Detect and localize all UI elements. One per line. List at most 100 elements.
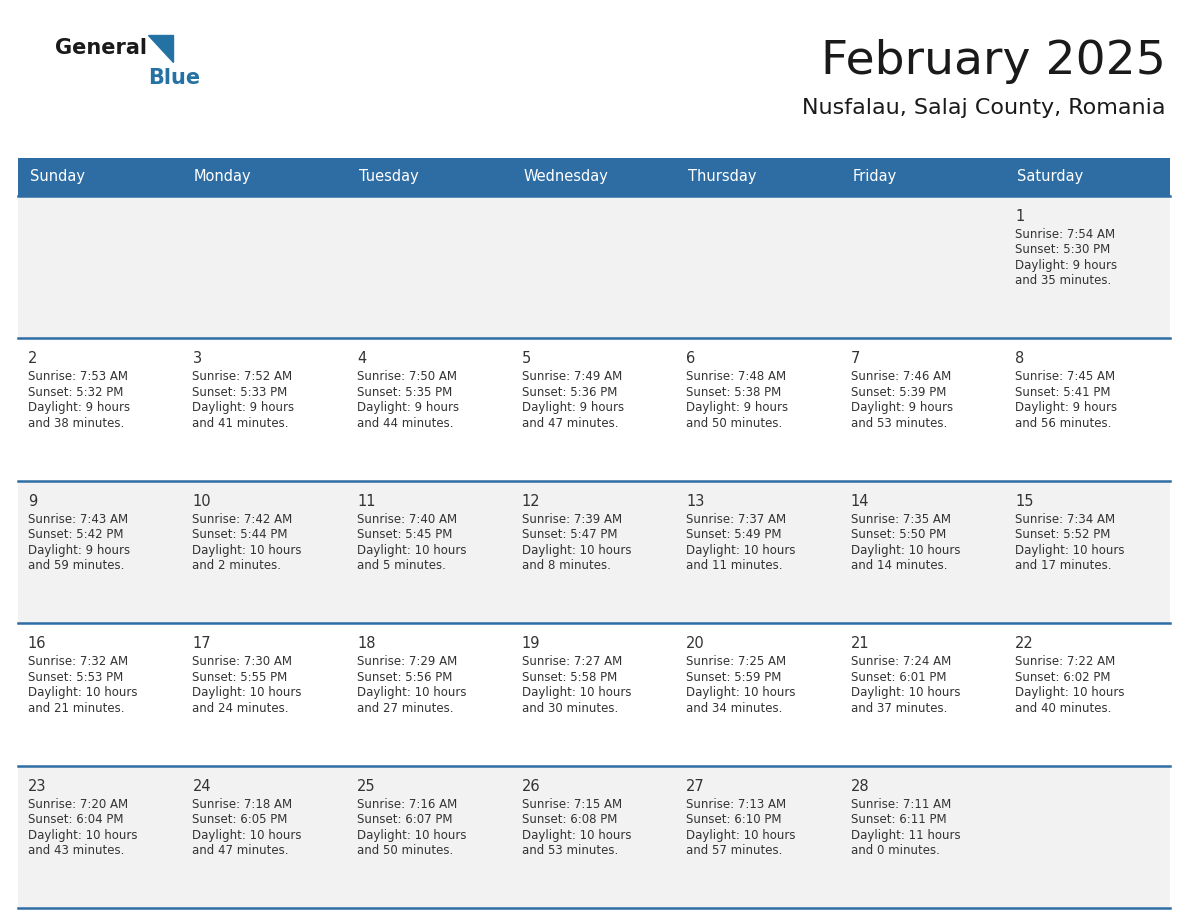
Bar [18, 481, 1170, 623]
Text: and 17 minutes.: and 17 minutes. [1016, 559, 1112, 572]
Text: Sunrise: 7:54 AM: Sunrise: 7:54 AM [1016, 228, 1116, 241]
Text: Sunset: 5:55 PM: Sunset: 5:55 PM [192, 671, 287, 684]
Text: and 57 minutes.: and 57 minutes. [687, 844, 783, 857]
Text: and 8 minutes.: and 8 minutes. [522, 559, 611, 572]
Text: and 0 minutes.: and 0 minutes. [851, 844, 940, 857]
Text: Sunset: 5:39 PM: Sunset: 5:39 PM [851, 386, 946, 398]
Text: Sunrise: 7:35 AM: Sunrise: 7:35 AM [851, 513, 950, 526]
Text: Sunset: 5:50 PM: Sunset: 5:50 PM [851, 528, 946, 542]
Text: 21: 21 [851, 636, 870, 651]
Text: Tuesday: Tuesday [359, 170, 418, 185]
Bar [18, 196, 1170, 339]
Text: Sunset: 5:32 PM: Sunset: 5:32 PM [27, 386, 124, 398]
Text: Sunset: 5:52 PM: Sunset: 5:52 PM [1016, 528, 1111, 542]
Text: Daylight: 10 hours: Daylight: 10 hours [1016, 543, 1125, 557]
Text: Sunrise: 7:48 AM: Sunrise: 7:48 AM [687, 370, 786, 384]
Text: 5: 5 [522, 352, 531, 366]
Text: and 47 minutes.: and 47 minutes. [522, 417, 618, 430]
Text: Sunrise: 7:20 AM: Sunrise: 7:20 AM [27, 798, 128, 811]
Text: and 50 minutes.: and 50 minutes. [687, 417, 783, 430]
Text: Sunrise: 7:11 AM: Sunrise: 7:11 AM [851, 798, 950, 811]
Text: Sunset: 5:33 PM: Sunset: 5:33 PM [192, 386, 287, 398]
Text: Sunrise: 7:30 AM: Sunrise: 7:30 AM [192, 655, 292, 668]
Text: Saturday: Saturday [1017, 170, 1083, 185]
Bar [18, 158, 1170, 196]
Text: Daylight: 9 hours: Daylight: 9 hours [687, 401, 789, 414]
Text: and 50 minutes.: and 50 minutes. [358, 844, 454, 857]
Text: Sunrise: 7:39 AM: Sunrise: 7:39 AM [522, 513, 621, 526]
Text: 1: 1 [1016, 209, 1024, 224]
Text: Sunset: 5:49 PM: Sunset: 5:49 PM [687, 528, 782, 542]
Text: and 5 minutes.: and 5 minutes. [358, 559, 446, 572]
Text: Daylight: 9 hours: Daylight: 9 hours [192, 401, 295, 414]
Text: Sunset: 6:01 PM: Sunset: 6:01 PM [851, 671, 946, 684]
Text: Daylight: 9 hours: Daylight: 9 hours [1016, 401, 1118, 414]
Text: 26: 26 [522, 778, 541, 793]
Text: 25: 25 [358, 778, 375, 793]
Text: Blue: Blue [148, 68, 200, 88]
Text: Sunrise: 7:16 AM: Sunrise: 7:16 AM [358, 798, 457, 811]
Text: 19: 19 [522, 636, 541, 651]
Text: Sunrise: 7:45 AM: Sunrise: 7:45 AM [1016, 370, 1116, 384]
Text: Daylight: 10 hours: Daylight: 10 hours [192, 829, 302, 842]
Text: Daylight: 10 hours: Daylight: 10 hours [851, 686, 960, 700]
Text: 13: 13 [687, 494, 704, 509]
Text: Daylight: 10 hours: Daylight: 10 hours [358, 829, 467, 842]
Text: February 2025: February 2025 [821, 39, 1165, 84]
Text: Sunrise: 7:50 AM: Sunrise: 7:50 AM [358, 370, 457, 384]
Text: 15: 15 [1016, 494, 1034, 509]
Text: Sunset: 6:02 PM: Sunset: 6:02 PM [1016, 671, 1111, 684]
Text: Sunset: 5:36 PM: Sunset: 5:36 PM [522, 386, 617, 398]
Text: 2: 2 [27, 352, 37, 366]
Text: and 27 minutes.: and 27 minutes. [358, 701, 454, 715]
Text: 7: 7 [851, 352, 860, 366]
Text: Sunset: 6:08 PM: Sunset: 6:08 PM [522, 813, 617, 826]
Text: Daylight: 10 hours: Daylight: 10 hours [1016, 686, 1125, 700]
Text: 16: 16 [27, 636, 46, 651]
Text: Sunset: 5:58 PM: Sunset: 5:58 PM [522, 671, 617, 684]
Text: Sunset: 6:04 PM: Sunset: 6:04 PM [27, 813, 124, 826]
Text: Daylight: 10 hours: Daylight: 10 hours [358, 543, 467, 557]
Text: Daylight: 10 hours: Daylight: 10 hours [522, 686, 631, 700]
Text: 28: 28 [851, 778, 870, 793]
Text: and 56 minutes.: and 56 minutes. [1016, 417, 1112, 430]
Text: Daylight: 9 hours: Daylight: 9 hours [522, 401, 624, 414]
Text: 20: 20 [687, 636, 704, 651]
Text: and 11 minutes.: and 11 minutes. [687, 559, 783, 572]
Text: and 30 minutes.: and 30 minutes. [522, 701, 618, 715]
Text: 23: 23 [27, 778, 46, 793]
Text: 14: 14 [851, 494, 870, 509]
Text: 9: 9 [27, 494, 37, 509]
Text: Monday: Monday [194, 170, 252, 185]
Text: Sunrise: 7:42 AM: Sunrise: 7:42 AM [192, 513, 292, 526]
Text: 10: 10 [192, 494, 211, 509]
Text: 22: 22 [1016, 636, 1034, 651]
Text: Sunset: 5:42 PM: Sunset: 5:42 PM [27, 528, 124, 542]
Text: Sunset: 5:56 PM: Sunset: 5:56 PM [358, 671, 453, 684]
Text: Sunrise: 7:32 AM: Sunrise: 7:32 AM [27, 655, 128, 668]
Text: Sunrise: 7:29 AM: Sunrise: 7:29 AM [358, 655, 457, 668]
Text: Sunset: 5:47 PM: Sunset: 5:47 PM [522, 528, 617, 542]
Text: and 40 minutes.: and 40 minutes. [1016, 701, 1112, 715]
Text: Wednesday: Wednesday [523, 170, 608, 185]
Text: and 44 minutes.: and 44 minutes. [358, 417, 454, 430]
Text: Sunset: 6:07 PM: Sunset: 6:07 PM [358, 813, 453, 826]
Text: Sunset: 6:10 PM: Sunset: 6:10 PM [687, 813, 782, 826]
Text: Daylight: 11 hours: Daylight: 11 hours [851, 829, 960, 842]
Text: Daylight: 10 hours: Daylight: 10 hours [27, 829, 138, 842]
Text: Sunset: 5:45 PM: Sunset: 5:45 PM [358, 528, 453, 542]
Text: 4: 4 [358, 352, 366, 366]
Text: Friday: Friday [852, 170, 897, 185]
Text: Daylight: 9 hours: Daylight: 9 hours [1016, 259, 1118, 272]
Text: and 24 minutes.: and 24 minutes. [192, 701, 289, 715]
Text: Sunrise: 7:43 AM: Sunrise: 7:43 AM [27, 513, 128, 526]
Text: and 53 minutes.: and 53 minutes. [522, 844, 618, 857]
Text: Sunset: 5:44 PM: Sunset: 5:44 PM [192, 528, 287, 542]
Text: 27: 27 [687, 778, 704, 793]
Text: and 21 minutes.: and 21 minutes. [27, 701, 125, 715]
Text: Sunday: Sunday [30, 170, 84, 185]
Text: Daylight: 10 hours: Daylight: 10 hours [687, 686, 796, 700]
Text: and 37 minutes.: and 37 minutes. [851, 701, 947, 715]
Text: and 47 minutes.: and 47 minutes. [192, 844, 289, 857]
Text: Nusfalau, Salaj County, Romania: Nusfalau, Salaj County, Romania [803, 98, 1165, 118]
